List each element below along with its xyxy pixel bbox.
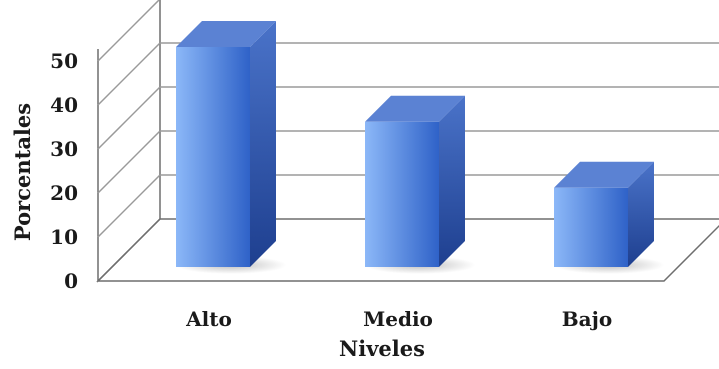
y-tick-label: 0 [64, 269, 78, 293]
bar [554, 187, 628, 267]
y-axis-label: Porcentales [10, 103, 35, 241]
x-axis-ticks: Alto Medio Bajo [185, 307, 612, 331]
x-tick-label: Medio [363, 307, 433, 331]
bar-top [554, 161, 654, 188]
bars [175, 21, 665, 274]
bar [365, 121, 439, 267]
y-tick-label: 20 [50, 181, 78, 205]
gridline-diagonal [97, 0, 161, 62]
chart-walls [96, 0, 719, 283]
y-tick-label: 50 [50, 49, 78, 73]
bar-side [628, 161, 654, 267]
bar-side [439, 95, 465, 267]
gridline-diagonal [97, 174, 161, 238]
x-axis-label: Niveles [339, 336, 425, 361]
floor [96, 218, 719, 282]
bar-top [176, 21, 276, 47]
y-tick-label: 30 [50, 137, 78, 161]
gridline-diagonal [97, 86, 161, 150]
y-tick-label: 10 [50, 225, 78, 249]
x-tick-label: Alto [185, 307, 232, 331]
x-tick-label: Bajo [562, 307, 612, 331]
bar-top [365, 95, 465, 122]
bar-side [250, 21, 276, 267]
bar [176, 47, 250, 267]
gridline-diagonal [97, 130, 161, 194]
y-tick-label: 40 [50, 93, 78, 117]
y-axis-ticks: 0 10 20 30 40 50 [50, 49, 78, 293]
gridline-diagonal [97, 42, 161, 106]
